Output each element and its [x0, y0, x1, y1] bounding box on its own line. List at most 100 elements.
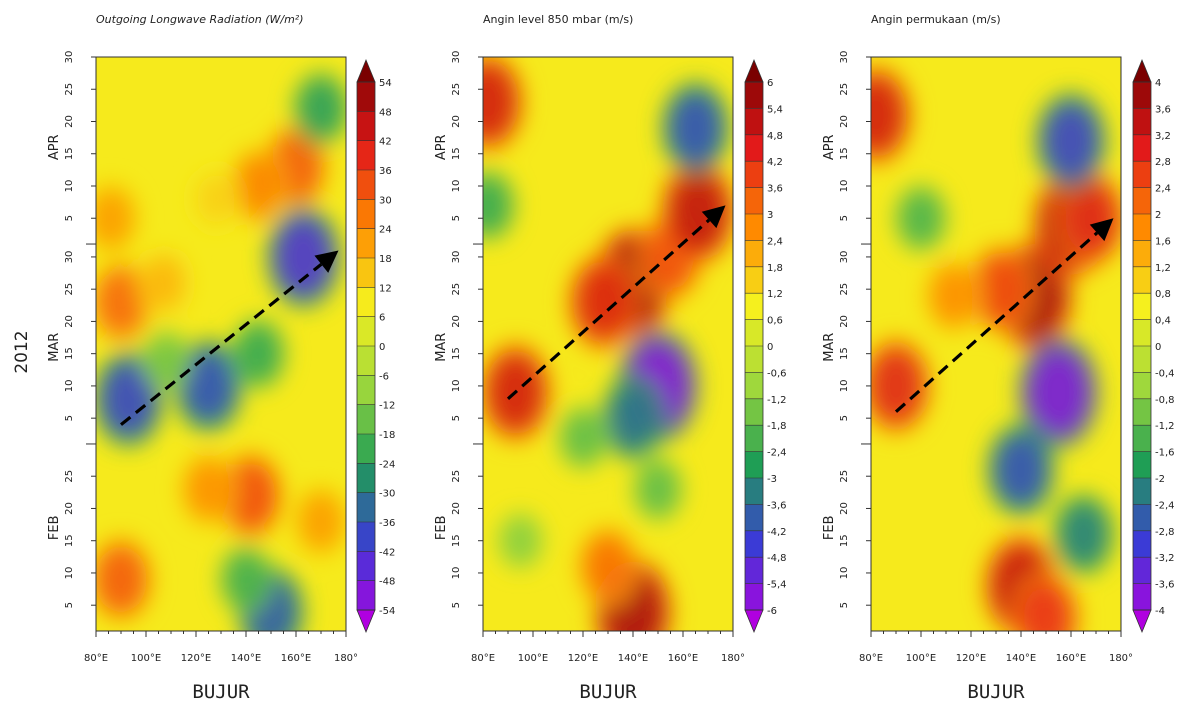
- colorbar-segment: [357, 82, 375, 112]
- colorbar-segment: [745, 187, 763, 214]
- colorbar-label: 0: [379, 342, 385, 353]
- y-tick-label: 25: [451, 283, 462, 296]
- colorbar-segment: [1133, 583, 1151, 610]
- heatmap-feature: [585, 536, 631, 597]
- x-tick-label: 80°E: [859, 653, 883, 664]
- colorbar-segment: [1133, 557, 1151, 584]
- colorbar-label: -6: [767, 606, 777, 617]
- colorbar-segment: [745, 82, 763, 109]
- colorbar-label: 2,8: [1155, 157, 1171, 168]
- y-tick-label: 25: [64, 470, 75, 483]
- y-tick-label: 20: [451, 502, 462, 515]
- y-tick-label: 10: [839, 567, 850, 580]
- heatmap-feature: [976, 256, 1026, 323]
- y-tick-label: 25: [839, 83, 850, 96]
- colorbar-label: -0,8: [1155, 395, 1175, 406]
- colorbar-segment: [1133, 504, 1151, 531]
- heatmap-feature: [144, 258, 183, 308]
- panel-title: Angin level 850 mbar (m/s): [483, 13, 633, 26]
- colorbar-label: -3,2: [1155, 553, 1175, 564]
- colorbar-segment: [745, 425, 763, 452]
- y-tick-label: 20: [451, 315, 462, 328]
- y-tick-label: 15: [64, 147, 75, 160]
- colorbar-label: -2,4: [1155, 500, 1175, 511]
- colorbar-segment: [1133, 372, 1151, 399]
- colorbar: 54 48 42 36 30 24 18 12 6 0 -6 -12 -18 -24 -30 -36 -42 -4…: [356, 58, 395, 634]
- x-tick-label: 160°E: [668, 653, 698, 664]
- heatmap-feature: [670, 173, 726, 251]
- y-tick-label: 20: [451, 115, 462, 128]
- x-tick-label: 80°E: [84, 653, 108, 664]
- colorbar-label: 42: [379, 137, 392, 148]
- colorbar-label: 4,8: [767, 131, 783, 142]
- y-tick-label: 5: [451, 602, 462, 608]
- colorbar-label: 12: [379, 283, 392, 294]
- colorbar-label: 1,8: [767, 263, 783, 274]
- colorbar-label: -42: [379, 547, 395, 558]
- colorbar-label: -0,6: [767, 368, 787, 379]
- panel-2: Angin level 850 mbar (m/s) 80°E 100°E 120°E…: [434, 13, 787, 703]
- year-label: 2012: [12, 330, 32, 373]
- heatmap-feature: [98, 271, 144, 333]
- colorbar-segment: [357, 375, 375, 405]
- colorbar-label: -18: [379, 430, 395, 441]
- colorbar-segment: [357, 346, 375, 376]
- colorbar-segment: [745, 108, 763, 135]
- colorbar-segment: [357, 580, 375, 610]
- x-tick-label: 100°E: [131, 653, 161, 664]
- y-tick-label: 30: [451, 51, 462, 64]
- y-tick-label: 25: [839, 283, 850, 296]
- colorbar-segment: [1133, 108, 1151, 135]
- x-tick-label: 160°E: [281, 653, 311, 664]
- y-tick-label: 15: [839, 347, 850, 360]
- colorbar-segment: [357, 140, 375, 170]
- colorbar-segment: [1133, 451, 1151, 478]
- heatmap-feature: [871, 78, 903, 152]
- heatmap-feature: [483, 65, 515, 139]
- colorbar-segment: [745, 161, 763, 188]
- heatmap-feature: [871, 350, 922, 422]
- colorbar-segment: [357, 551, 375, 581]
- colorbar-segment: [745, 530, 763, 558]
- propagation-arrow-head: [314, 250, 339, 273]
- colorbar-label: 2,4: [767, 236, 783, 247]
- colorbar-label: 4: [1155, 78, 1161, 89]
- x-axis-label: BUJUR: [579, 681, 637, 703]
- y-tick-label: 30: [64, 251, 75, 264]
- colorbar-segment: [745, 557, 763, 584]
- colorbar-segment: [1133, 478, 1151, 505]
- colorbar-label: 4,2: [767, 157, 783, 168]
- y-tick-label: 30: [64, 51, 75, 64]
- colorbar-label: -6: [379, 371, 389, 382]
- x-tick-label: 140°E: [231, 653, 261, 664]
- colorbar-label: -1,8: [767, 421, 787, 432]
- colorbar-label: 0: [1155, 342, 1161, 353]
- heatmap-feature: [1060, 503, 1107, 565]
- y-tick-label: 15: [451, 147, 462, 160]
- panel-1: Outgoing Longwave Radiation (W/m²) 80°E 10…: [47, 13, 395, 703]
- colorbar-label: -2: [1155, 474, 1165, 485]
- y-tick-label: 10: [839, 380, 850, 393]
- colorbar-label: 48: [379, 107, 392, 118]
- colorbar-label: -5,4: [767, 580, 787, 591]
- heatmap-feature: [483, 178, 509, 232]
- heatmap-feature: [995, 435, 1047, 504]
- colorbar: 6 5,4 4,8 4,2 3,6 3 2,4 1,8 1,2 0,6 0 -0,6 -1,2 -1,8 -…: [744, 58, 787, 634]
- y-tick-label: 5: [839, 602, 850, 608]
- colorbar-segment: [357, 258, 375, 288]
- colorbar-segment: [357, 170, 375, 200]
- colorbar-label: -48: [379, 577, 395, 588]
- y-tick-label: 10: [64, 567, 75, 580]
- colorbar-label: 54: [379, 78, 392, 89]
- colorbar-label: -1,2: [1155, 421, 1175, 432]
- y-tick-label: 5: [839, 215, 850, 221]
- heatmap-feature: [932, 267, 975, 324]
- colorbar-segment: [745, 266, 763, 294]
- colorbar-segment: [1133, 240, 1151, 267]
- month-label: MAR: [47, 333, 62, 362]
- colorbar-label: 6: [379, 313, 385, 324]
- colorbar-label: -36: [379, 518, 395, 529]
- month-label: FEB: [434, 515, 449, 540]
- heatmap-feature: [97, 547, 145, 611]
